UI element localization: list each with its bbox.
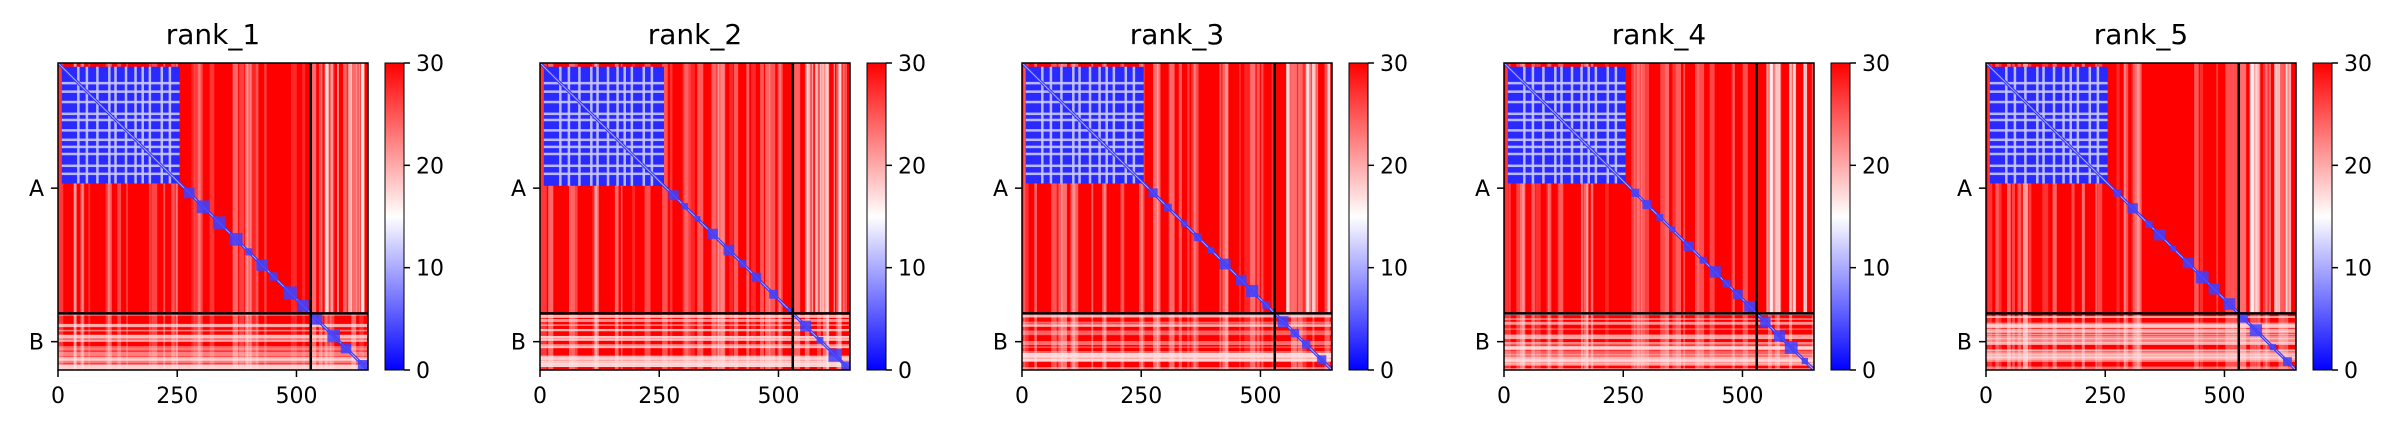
x-tick-label: 250 [638, 384, 680, 409]
x-tick-label: 250 [1602, 384, 1644, 409]
x-tick-label: 250 [2084, 384, 2126, 409]
colorbar-tick-label: 0 [1862, 359, 1876, 384]
chain-label-A: A [29, 177, 44, 202]
colorbar [1348, 62, 1369, 371]
colorbar-tick-label: 10 [2344, 257, 2372, 282]
pae-panel-1: rank_1 0 250 500 A B 0 10 20 30 [29, 18, 444, 409]
colorbar-tick-label: 30 [898, 52, 926, 77]
x-tick-label: 0 [51, 384, 65, 409]
chain-label-B: B [511, 331, 526, 356]
chain-label-A: A [1957, 177, 1972, 202]
colorbar-tick-label: 10 [898, 257, 926, 282]
heatmap [1986, 63, 2296, 370]
colorbar [2312, 62, 2333, 371]
chain-label-B: B [993, 331, 1008, 356]
colorbar-tick-label: 20 [1862, 154, 1890, 179]
pae-panel-2: rank_2 0 250 500 A B 0 10 20 30 [511, 18, 926, 409]
colorbar-tick-label: 10 [416, 257, 444, 282]
colorbar-tick-label: 0 [1380, 359, 1394, 384]
x-tick-label: 500 [1721, 384, 1763, 409]
heatmap [1022, 63, 1332, 370]
pae-panel-4: rank_4 0 250 500 A B 0 10 20 30 [1475, 18, 1890, 409]
heatmap [1504, 63, 1814, 370]
panel-title: rank_5 [2094, 18, 2188, 51]
colorbar-tick-label: 30 [1862, 52, 1890, 77]
colorbar-tick-label: 10 [1862, 257, 1890, 282]
colorbar-tick-label: 0 [416, 359, 430, 384]
chain-label-B: B [1957, 331, 1972, 356]
colorbar-tick-label: 0 [898, 359, 912, 384]
colorbar-tick-label: 20 [2344, 154, 2372, 179]
colorbar-tick-label: 20 [898, 154, 926, 179]
chain-label-A: A [993, 177, 1008, 202]
x-tick-label: 500 [2203, 384, 2245, 409]
x-tick-label: 0 [1497, 384, 1511, 409]
heatmap [58, 63, 368, 370]
axes-frame [539, 62, 851, 371]
axes-frame [1503, 62, 1815, 371]
pae-panel-5: rank_5 0 250 500 A B 0 10 20 30 [1957, 18, 2372, 409]
colorbar-tick-label: 30 [2344, 52, 2372, 77]
chain-label-A: A [1475, 177, 1490, 202]
x-tick-label: 250 [1120, 384, 1162, 409]
axes-frame [57, 62, 369, 371]
pae-panel-3: rank_3 0 250 500 A B 0 10 20 30 [993, 18, 1408, 409]
colorbar-tick-label: 20 [1380, 154, 1408, 179]
x-tick-label: 0 [1979, 384, 1993, 409]
x-tick-label: 250 [156, 384, 198, 409]
axes-frame [1021, 62, 1333, 371]
colorbar-tick-label: 30 [1380, 52, 1408, 77]
chain-label-B: B [1475, 331, 1490, 356]
x-tick-label: 500 [1239, 384, 1281, 409]
axes-frame [1985, 62, 2297, 371]
colorbar [866, 62, 887, 371]
colorbar-tick-label: 10 [1380, 257, 1408, 282]
panel-title: rank_3 [1130, 18, 1224, 51]
panel-title: rank_1 [166, 18, 260, 51]
colorbar-tick-label: 30 [416, 52, 444, 77]
chain-label-B: B [29, 331, 44, 356]
x-tick-label: 0 [533, 384, 547, 409]
chain-label-A: A [511, 177, 526, 202]
x-tick-label: 0 [1015, 384, 1029, 409]
panel-title: rank_2 [648, 18, 742, 51]
panel-title: rank_4 [1612, 18, 1706, 51]
x-tick-label: 500 [757, 384, 799, 409]
colorbar-tick-label: 20 [416, 154, 444, 179]
colorbar [1830, 62, 1851, 371]
colorbar-tick-label: 0 [2344, 359, 2358, 384]
heatmap [540, 63, 850, 370]
colorbar [384, 62, 405, 371]
x-tick-label: 500 [275, 384, 317, 409]
